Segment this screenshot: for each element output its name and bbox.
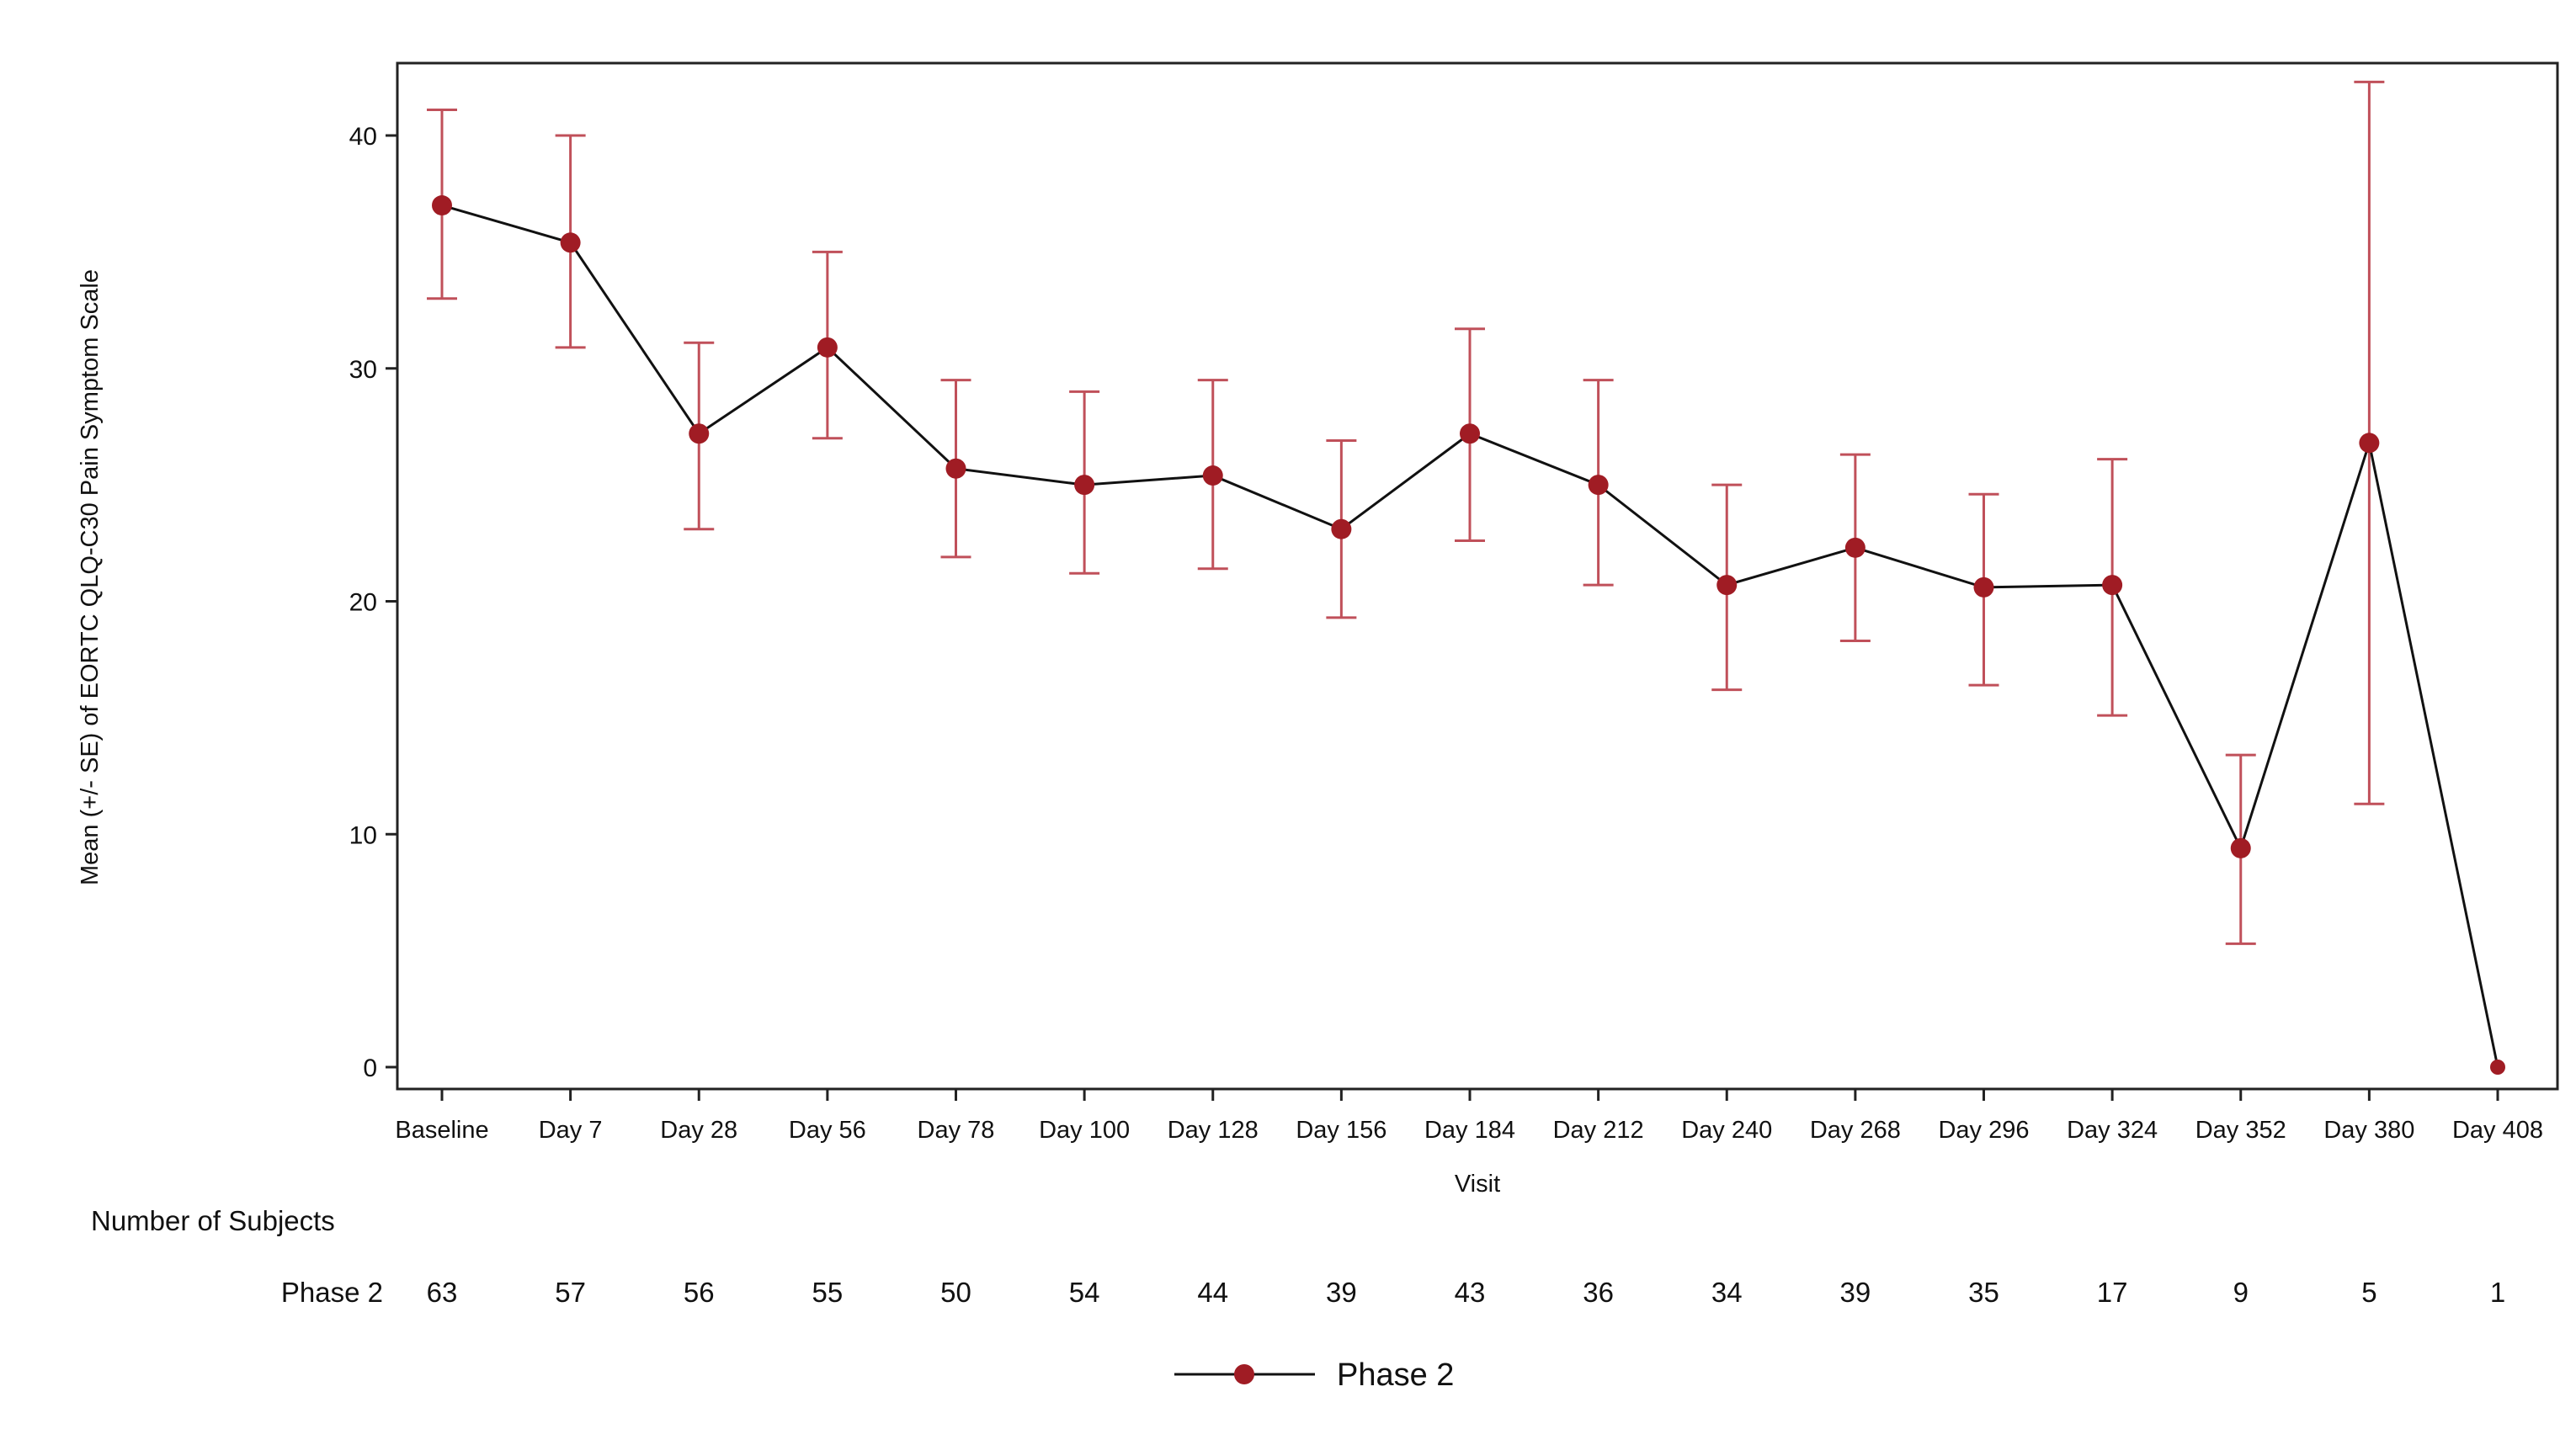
data-point — [560, 232, 581, 253]
data-point — [1973, 576, 1994, 598]
x-tick-label: Day 380 — [2323, 1117, 2414, 1144]
y-tick-label: 0 — [363, 1054, 377, 1082]
y-axis-title: Mean (+/- SE) of EORTC QLQ-C30 Pain Symp… — [77, 269, 104, 885]
x-tick-label: Day 156 — [1296, 1117, 1386, 1144]
subjects-count: 57 — [555, 1277, 586, 1308]
x-tick-label: Day 28 — [660, 1117, 737, 1144]
subjects-count: 55 — [812, 1277, 844, 1308]
legend: Phase 2 — [1174, 1357, 1454, 1393]
x-tick-label: Day 240 — [1681, 1117, 1772, 1144]
x-tick-label: Baseline — [395, 1117, 488, 1144]
subjects-count: 39 — [1840, 1277, 1871, 1308]
data-point — [2359, 433, 2380, 454]
x-tick-label: Day 7 — [539, 1117, 603, 1144]
x-axis-title: Visit — [1455, 1171, 1500, 1198]
data-point — [1202, 465, 1223, 486]
data-point — [817, 337, 838, 358]
subjects-count: 36 — [1583, 1277, 1614, 1308]
legend-marker — [1234, 1364, 1254, 1384]
y-tick-label: 30 — [349, 356, 377, 384]
subjects-count: 34 — [1711, 1277, 1743, 1308]
subjects-count: 1 — [2490, 1277, 2505, 1308]
data-point — [1588, 475, 1609, 496]
x-tick-label: Day 296 — [1938, 1117, 2029, 1144]
data-point — [945, 458, 966, 479]
data-point — [689, 423, 710, 444]
y-tick-label: 20 — [349, 589, 377, 617]
x-tick-label: Day 184 — [1424, 1117, 1515, 1144]
subjects-count: 50 — [940, 1277, 971, 1308]
subjects-count: 39 — [1326, 1277, 1357, 1308]
subjects-count: 35 — [1968, 1277, 1999, 1308]
subjects-count: 9 — [2233, 1277, 2249, 1308]
error-bars — [427, 80, 2385, 945]
data-points — [432, 195, 2505, 1075]
subjects-count: 56 — [684, 1277, 715, 1308]
data-point — [2102, 575, 2123, 596]
x-tick-label: Day 268 — [1810, 1117, 1901, 1144]
subjects-count: 5 — [2361, 1277, 2376, 1308]
data-point — [2490, 1060, 2505, 1075]
subjects-count: 44 — [1197, 1277, 1228, 1308]
x-tick-label: Day 408 — [2452, 1117, 2543, 1144]
x-tick-label: Day 56 — [789, 1117, 866, 1144]
y-tick-label: 10 — [349, 821, 377, 849]
subjects-count: 63 — [427, 1277, 458, 1308]
x-tick-label: Day 100 — [1039, 1117, 1130, 1144]
subjects-table-title: Number of Subjects — [91, 1205, 335, 1236]
x-tick-label: Day 352 — [2195, 1117, 2286, 1144]
x-tick-label: Day 128 — [1168, 1117, 1259, 1144]
x-tick-label: Day 78 — [918, 1117, 995, 1144]
y-axis: 0 10 20 30 40 — [349, 123, 397, 1082]
y-tick-label: 40 — [349, 123, 377, 151]
x-tick-label: Day 324 — [2067, 1117, 2158, 1144]
data-point — [1331, 518, 1352, 539]
data-point — [2230, 837, 2251, 858]
plot-frame — [396, 61, 2559, 1091]
x-tick-label: Day 212 — [1553, 1117, 1644, 1144]
data-point — [432, 195, 452, 216]
data-point — [1844, 537, 1865, 558]
subjects-count: 54 — [1069, 1277, 1100, 1308]
subjects-count: 43 — [1455, 1277, 1486, 1308]
x-axis: Baseline Day 7 Day 28 Day 56 Day 78 Day 100 Da… — [395, 1089, 2543, 1144]
data-point — [1074, 475, 1095, 496]
legend-label: Phase 2 — [1337, 1357, 1454, 1393]
subjects-row-label: Phase 2 — [281, 1277, 383, 1308]
data-point — [1460, 423, 1480, 444]
subjects-count: 17 — [2097, 1277, 2128, 1308]
data-point — [1716, 575, 1738, 596]
subjects-counts: 63 57 56 55 50 54 44 39 43 36 34 39 35 17 9 5 1 — [427, 1277, 2506, 1308]
